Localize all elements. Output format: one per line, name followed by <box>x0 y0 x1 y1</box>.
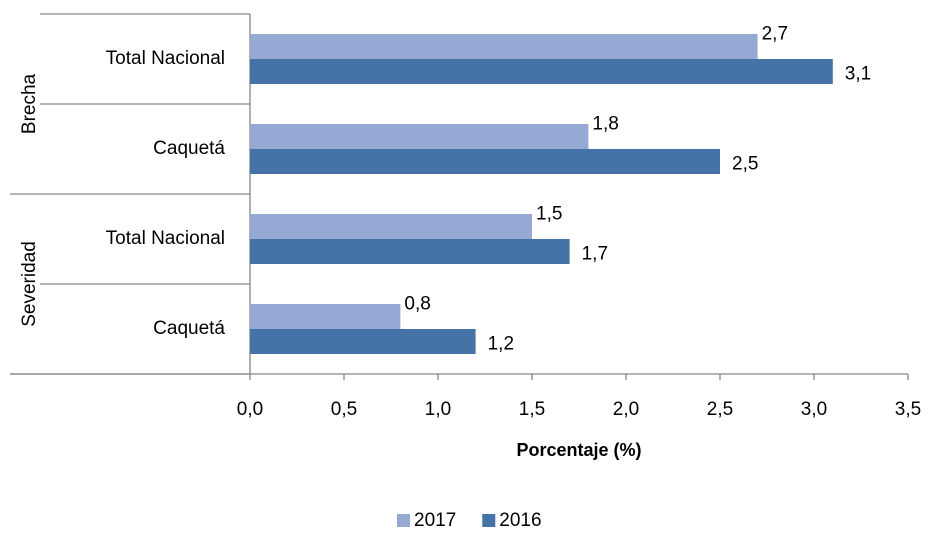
x-tick-label: 1,5 <box>519 399 545 420</box>
bar <box>250 304 401 329</box>
value-label: 1,7 <box>582 244 608 265</box>
x-tick-label: 1,0 <box>425 399 451 420</box>
x-tick-label: 2,5 <box>707 399 733 420</box>
value-label: 2,5 <box>732 154 758 175</box>
bar <box>250 214 532 239</box>
category-label: Total Nacional <box>106 48 225 69</box>
bar <box>250 59 833 84</box>
value-label: 2,7 <box>762 24 788 45</box>
category-label: Caquetá <box>153 138 225 159</box>
value-label: 0,8 <box>404 294 430 315</box>
x-tick-label: 2,0 <box>613 399 639 420</box>
category-label: Caquetá <box>153 318 225 339</box>
legend-label: 2016 <box>499 510 541 531</box>
x-tick-label: 0,5 <box>331 399 357 420</box>
value-label: 1,8 <box>592 114 618 135</box>
group-label: Brecha <box>19 73 40 134</box>
category-label: Total Nacional <box>106 228 225 249</box>
value-label: 3,1 <box>845 64 871 85</box>
bar <box>250 149 720 174</box>
value-label: 1,5 <box>536 204 562 225</box>
bar <box>250 239 570 264</box>
x-tick-label: 0,0 <box>237 399 263 420</box>
legend-label: 2017 <box>414 510 456 531</box>
group-label: Severidad <box>19 241 40 327</box>
bar <box>250 124 589 149</box>
legend-swatch <box>397 514 410 527</box>
x-axis-title: Porcentaje (%) <box>516 440 641 460</box>
bar <box>250 329 476 354</box>
bar <box>250 34 758 59</box>
value-label: 1,2 <box>488 334 514 355</box>
x-tick-label: 3,5 <box>895 399 921 420</box>
legend-swatch <box>482 514 496 527</box>
x-tick-label: 3,0 <box>801 399 827 420</box>
